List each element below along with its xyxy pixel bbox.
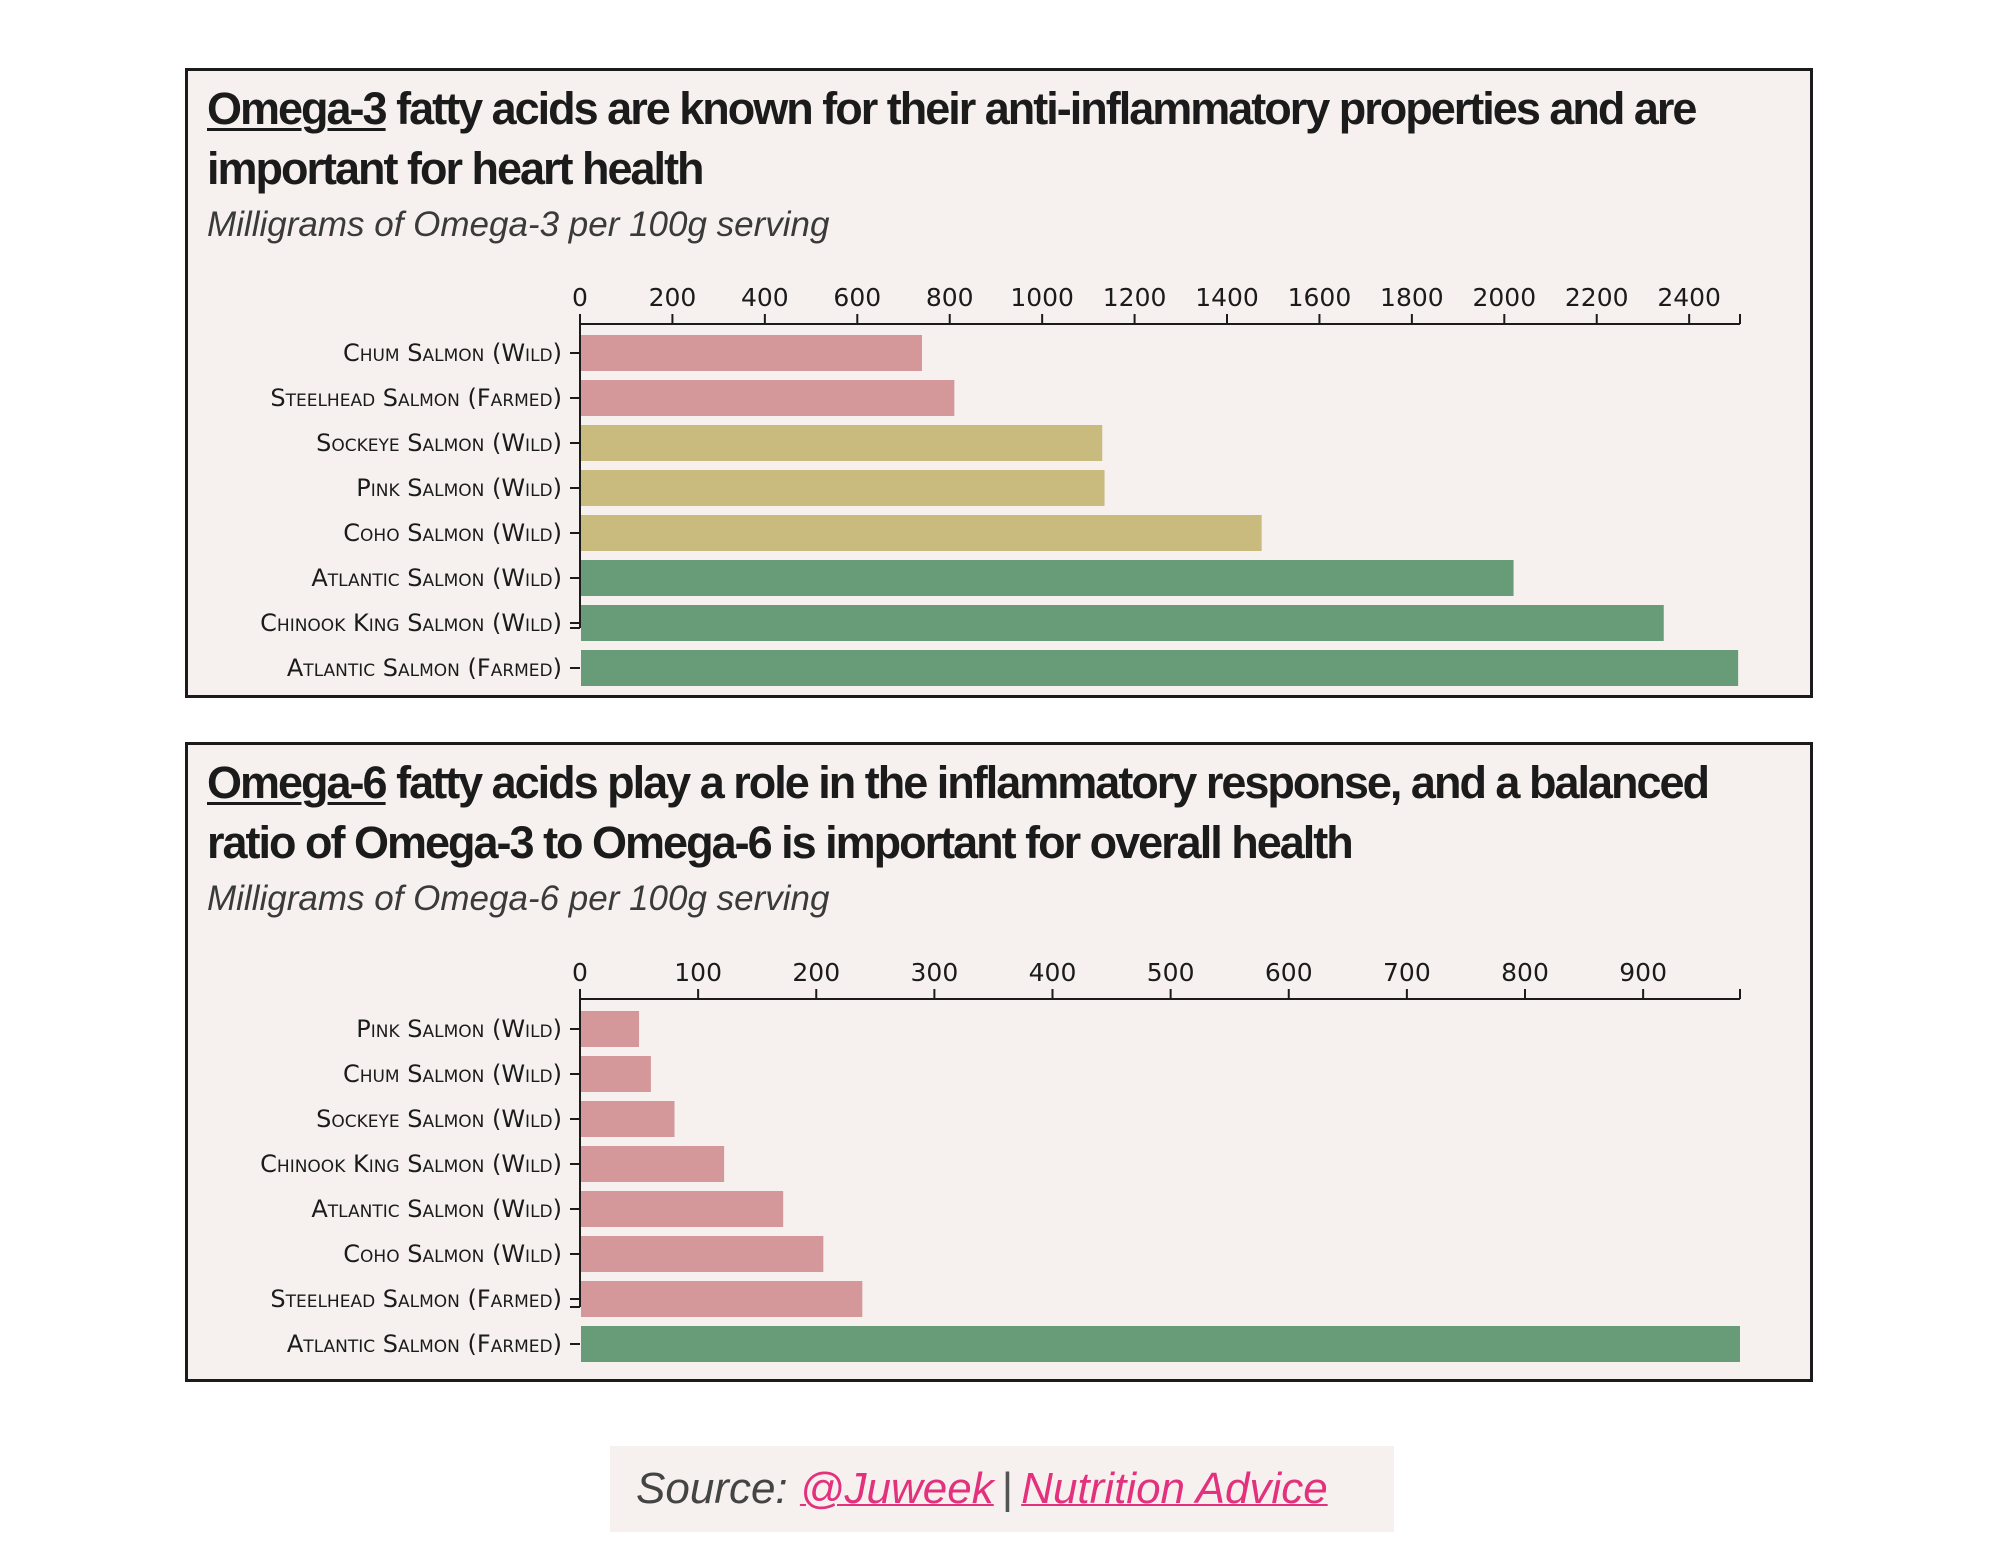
omega6-bar-chart: 0 100 200 300 400 500 600 700 800 900 Pink Salmon … — [260, 958, 1741, 1362]
category-label: Chum Salmon (Wild) — [343, 339, 562, 367]
title-highlight: Omega-6 — [207, 757, 388, 808]
x-tick-label: 100 — [674, 958, 722, 987]
x-tick-label: 1800 — [1380, 283, 1444, 312]
omega3-bar-chart: 0 200 400 600 800 1000 1200 1400 1600 1800 2000 220… — [260, 283, 1741, 686]
chart-title: Omega-3 fatty acids are known for their … — [207, 79, 1797, 199]
chart-subtitle: Milligrams of Omega-6 per 100g serving — [207, 879, 830, 918]
category-label: Sockeye Salmon (Wild) — [316, 429, 562, 457]
category-label: Atlantic Salmon (Farmed) — [287, 654, 562, 682]
bar — [581, 1191, 784, 1227]
category-label: Chinook King Salmon (Wild) — [260, 1150, 562, 1178]
category-label: Coho Salmon (Wild) — [343, 519, 562, 547]
bar — [581, 425, 1103, 461]
x-tick-label: 400 — [1029, 958, 1077, 987]
category-label: Pink Salmon (Wild) — [356, 1015, 562, 1043]
omega6-chart-panel: Omega-6 fatty acids play a role in the i… — [185, 742, 1813, 1382]
author-link[interactable]: @Juweek — [799, 1464, 994, 1513]
title-highlight: Omega-3 — [207, 83, 388, 134]
x-tick-label: 1000 — [1010, 283, 1074, 312]
category-label: Steelhead Salmon (Farmed) — [270, 384, 562, 412]
bar — [581, 1101, 675, 1137]
x-tick-label: 2200 — [1565, 283, 1629, 312]
chart-title: Omega-6 fatty acids play a role in the i… — [207, 753, 1797, 873]
bar — [581, 380, 955, 416]
bar — [581, 1281, 863, 1317]
bar — [581, 1011, 640, 1047]
category-label: Atlantic Salmon (Wild) — [311, 564, 562, 592]
x-tick-label: 200 — [792, 958, 840, 987]
bar — [581, 650, 1739, 686]
x-tick-label: 800 — [926, 283, 974, 312]
x-tick-label: 200 — [649, 283, 697, 312]
x-tick-label: 0 — [572, 283, 588, 312]
x-tick-label: 400 — [741, 283, 789, 312]
category-label: Atlantic Salmon (Wild) — [311, 1195, 562, 1223]
category-label: Pink Salmon (Wild) — [356, 474, 562, 502]
x-tick-label: 600 — [1265, 958, 1313, 987]
x-tick-label: 900 — [1619, 958, 1667, 987]
nutrition-advice-link[interactable]: Nutrition Advice — [1021, 1464, 1328, 1513]
category-label: Chum Salmon (Wild) — [343, 1060, 562, 1088]
x-tick-label: 1600 — [1288, 283, 1352, 312]
x-tick-label: 800 — [1501, 958, 1549, 987]
category-label: Steelhead Salmon (Farmed) — [270, 1285, 562, 1313]
x-tick-label: 600 — [833, 283, 881, 312]
category-label: Chinook King Salmon (Wild) — [260, 609, 562, 637]
category-label: Coho Salmon (Wild) — [343, 1240, 562, 1268]
bar — [581, 560, 1514, 596]
bar — [581, 1326, 1740, 1362]
x-tick-label: 700 — [1383, 958, 1431, 987]
x-tick-label: 2000 — [1472, 283, 1536, 312]
x-tick-label: 500 — [1147, 958, 1195, 987]
bar — [581, 605, 1664, 641]
bar — [581, 515, 1262, 551]
x-tick-label: 1400 — [1195, 283, 1259, 312]
bar — [581, 1146, 725, 1182]
bar — [581, 335, 922, 371]
bar — [581, 1056, 651, 1092]
title-text: fatty acids are known for their anti-inf… — [207, 83, 1697, 194]
title-text: fatty acids play a role in the inflammat… — [207, 757, 1710, 868]
category-label: Atlantic Salmon (Farmed) — [287, 1330, 562, 1358]
source-prefix: Source: — [636, 1464, 788, 1513]
x-tick-label: 300 — [911, 958, 959, 987]
source-separator: | — [1001, 1464, 1014, 1513]
omega3-chart-panel: Omega-3 fatty acids are known for their … — [185, 68, 1813, 698]
x-tick-label: 1200 — [1103, 283, 1167, 312]
bar — [581, 1236, 824, 1272]
x-tick-label: 0 — [572, 958, 588, 987]
category-label: Sockeye Salmon (Wild) — [316, 1105, 562, 1133]
source-footer: Source: @Juweek | Nutrition Advice — [610, 1446, 1394, 1532]
bar — [581, 470, 1105, 506]
x-tick-label: 2400 — [1657, 283, 1721, 312]
chart-subtitle: Milligrams of Omega-3 per 100g serving — [207, 205, 830, 244]
